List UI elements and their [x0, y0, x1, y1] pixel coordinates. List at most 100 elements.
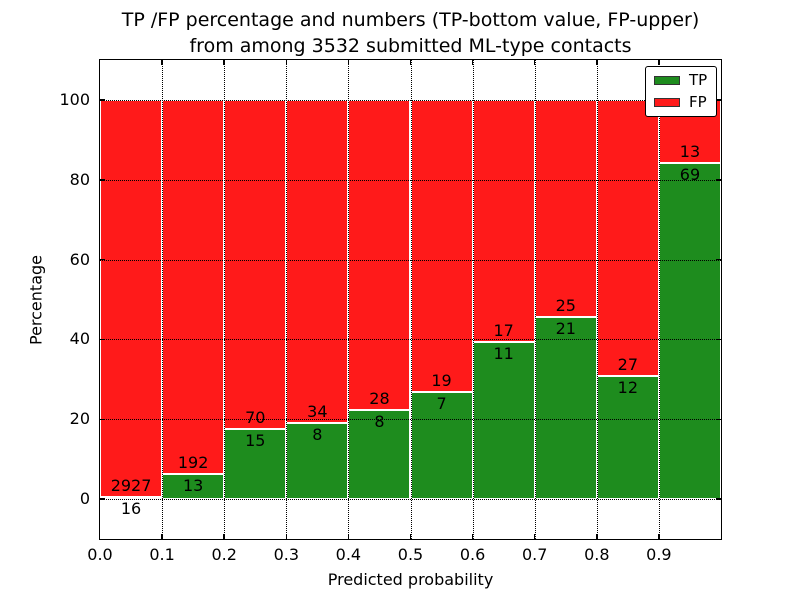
axis-tick-right	[716, 99, 721, 101]
axis-tick-top	[223, 60, 225, 65]
gridline-x	[162, 60, 164, 539]
axis-tick-top	[347, 60, 350, 65]
chart-title-line2: from among 3532 submitted ML-type contac…	[189, 35, 632, 57]
bar-count-label-fp: 17	[493, 321, 514, 341]
bar-count-label-tp: 21	[555, 318, 576, 338]
x-tick-label: 0.7	[521, 545, 548, 564]
axis-tick-bottom	[533, 534, 536, 539]
bar-segment-tp	[286, 423, 349, 500]
bar-segment-fp	[472, 99, 535, 343]
axis-tick-left	[100, 498, 105, 500]
axis-tick-top	[471, 60, 474, 65]
axis-tick-right	[716, 498, 721, 500]
y-tick-label: 80	[69, 169, 90, 189]
axis-tick-bottom	[596, 534, 598, 539]
axis-tick-bottom	[409, 534, 412, 539]
axis-tick-bottom	[285, 534, 288, 539]
bar-count-label-tp: 13	[182, 475, 204, 495]
bar-segment-fp	[410, 99, 473, 392]
plot-area: TP FP 2927 16 192 13 70 15 34 8 28 8 19 7 17 11 25 21 27…	[99, 59, 722, 540]
legend-swatch-fp	[654, 98, 680, 107]
gridline-x	[224, 60, 226, 539]
x-tick-label: 0.4	[335, 545, 362, 564]
y-tick-label: 40	[69, 329, 90, 349]
bar-segment-tp	[534, 316, 597, 500]
y-tick-label: 100	[59, 89, 90, 109]
bar-count-label-fp: 28	[369, 389, 390, 409]
x-tick-label: 0.8	[584, 545, 610, 564]
bar-segment-fp	[100, 99, 163, 497]
legend-entry-tp: TP	[654, 73, 707, 88]
bar-count-label-tp: 15	[245, 430, 266, 450]
axis-tick-bottom	[223, 534, 225, 539]
bar-segment-tp	[348, 410, 411, 500]
bar-segment-tp	[100, 496, 163, 500]
bar-segment-fp	[534, 99, 597, 317]
bar-count-label-tp: 11	[493, 344, 514, 364]
axis-tick-top	[658, 60, 660, 65]
axis-tick-bottom	[161, 534, 163, 539]
axis-tick-left	[100, 179, 105, 181]
x-tick-label: 0.1	[149, 545, 175, 564]
axis-tick-left	[100, 99, 105, 101]
axis-tick-right	[716, 418, 721, 420]
bar-count-label-fp: 25	[555, 295, 576, 315]
gridline-x	[658, 60, 660, 539]
bar-segment-fp	[596, 99, 659, 377]
axis-tick-bottom	[471, 534, 474, 539]
axis-tick-left	[100, 258, 105, 261]
axis-tick-left	[100, 338, 105, 341]
legend-swatch-tp	[654, 76, 680, 85]
axis-tick-bottom	[347, 534, 350, 539]
bar-count-label-fp: 13	[679, 142, 701, 162]
bar-segment-fp	[224, 99, 287, 429]
axis-tick-top	[596, 60, 598, 65]
gridline-x	[534, 60, 536, 539]
axis-tick-top	[409, 60, 412, 65]
bar-segment-fp	[286, 99, 349, 424]
bar-segment-tp	[596, 376, 659, 500]
bar-count-label-tp: 69	[679, 165, 701, 185]
bar-count-label-tp: 8	[374, 412, 385, 432]
bar-segment-fp	[162, 99, 225, 474]
axis-tick-left	[100, 418, 105, 420]
bar-count-label-fp: 2927	[110, 475, 152, 495]
axis-tick-top	[161, 60, 163, 65]
bar-segment-fp	[348, 99, 411, 411]
gridline-x	[472, 60, 474, 539]
x-axis-label: Predicted probability	[327, 570, 494, 589]
bar-count-label-fp: 192	[177, 452, 209, 472]
y-tick-label: 0	[79, 489, 90, 509]
x-tick-label: 0.3	[273, 545, 300, 564]
axis-tick-top	[285, 60, 288, 65]
legend-label-fp: FP	[689, 93, 707, 111]
bar-count-label-tp: 12	[617, 378, 639, 398]
x-tick-label: 0.5	[397, 545, 424, 564]
y-axis-label: Percentage	[26, 254, 46, 346]
gridline-x	[410, 60, 412, 539]
x-tick-label: 0.6	[459, 545, 486, 564]
legend: TP FP	[645, 66, 718, 117]
y-tick-label: 20	[69, 409, 90, 429]
axis-tick-right	[716, 179, 721, 181]
bar-count-label-tp: 7	[436, 393, 447, 413]
bar-segment-tp	[658, 163, 721, 500]
axis-tick-top	[533, 60, 536, 65]
axis-tick-right	[716, 338, 721, 341]
bar-segment-tp	[472, 342, 535, 500]
axis-tick-bottom	[658, 534, 660, 539]
bar-count-label-tp: 16	[120, 498, 142, 518]
legend-entry-fp: FP	[654, 95, 707, 110]
gridline-x	[596, 60, 598, 539]
legend-label-tp: TP	[689, 71, 708, 89]
bar-count-label-fp: 70	[245, 407, 266, 427]
gridline-x	[286, 60, 288, 539]
chart-title-line1: TP /FP percentage and numbers (TP-bottom…	[121, 9, 700, 31]
axis-tick-right	[716, 258, 721, 261]
gridline-x	[348, 60, 350, 539]
x-tick-label: 0.9	[646, 545, 672, 564]
x-tick-label: 0.0	[87, 545, 113, 564]
y-tick-label: 60	[69, 249, 90, 269]
bar-count-label-fp: 27	[617, 355, 639, 375]
